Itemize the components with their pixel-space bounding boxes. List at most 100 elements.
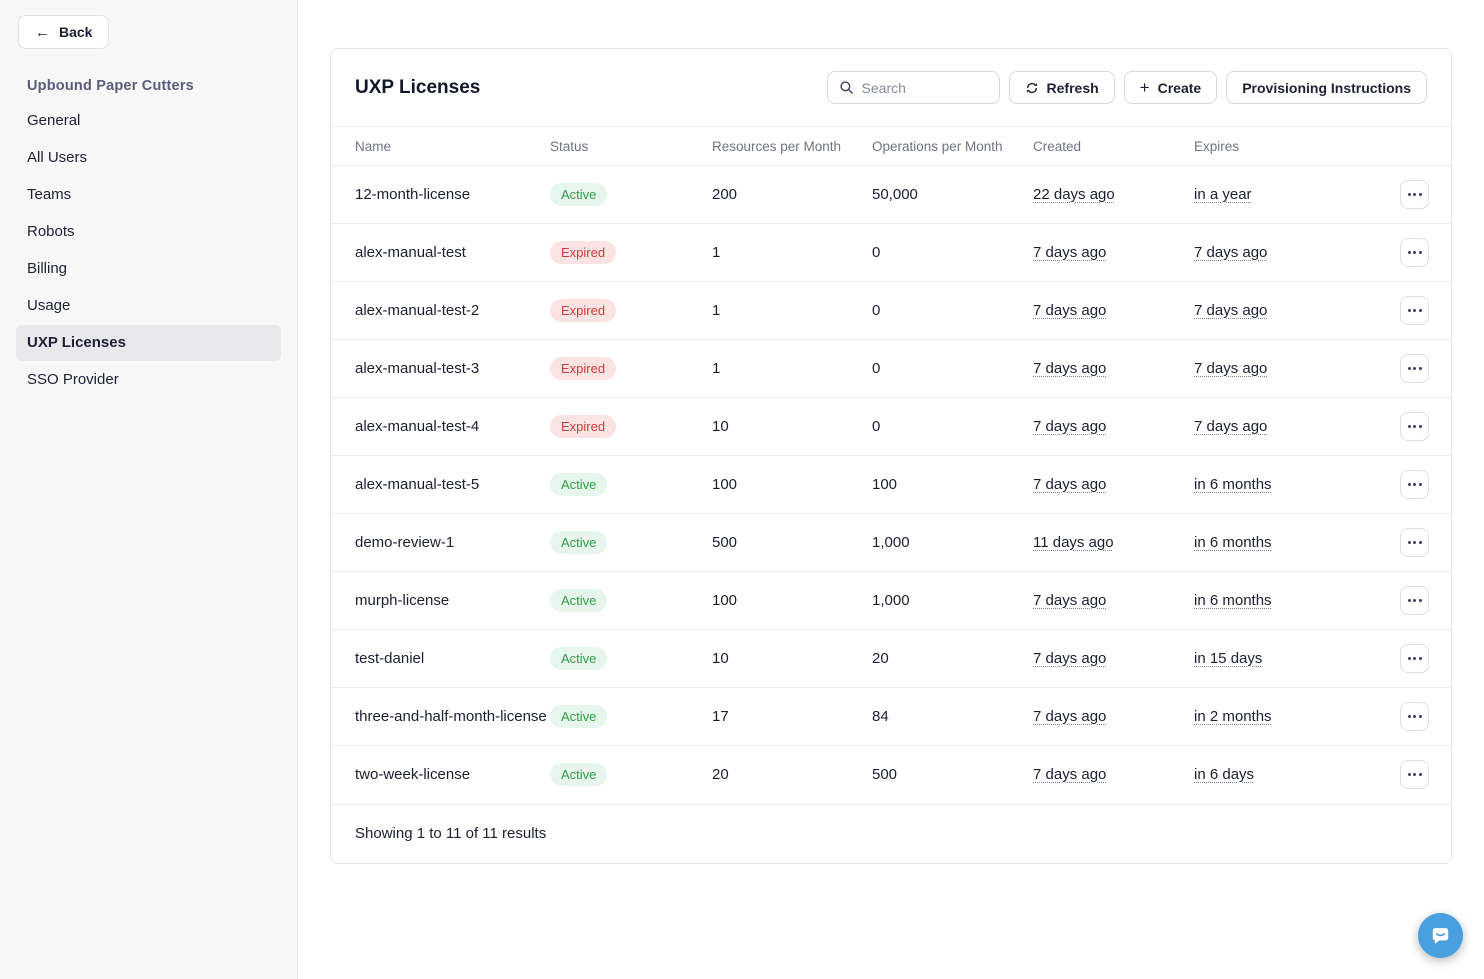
row-actions-button[interactable] (1400, 528, 1429, 557)
table-row: alex-manual-test-4 Expired 10 0 7 days a… (331, 397, 1451, 456)
expires-value[interactable]: 7 days ago (1194, 418, 1268, 435)
row-actions-button[interactable] (1400, 180, 1429, 209)
created-value[interactable]: 7 days ago (1033, 708, 1107, 725)
search-input[interactable] (861, 79, 988, 96)
expires-value[interactable]: 7 days ago (1194, 302, 1268, 319)
license-name: alex-manual-test (331, 223, 550, 282)
back-label: Back (59, 24, 93, 40)
created-value[interactable]: 7 days ago (1033, 766, 1107, 784)
status-badge: Active (550, 589, 608, 612)
expires-value[interactable]: in 15 days (1194, 650, 1263, 667)
license-name: murph-license (331, 571, 550, 630)
sidebar-item-sso-provider[interactable]: SSO Provider (27, 371, 119, 388)
license-name: test-daniel (331, 629, 550, 688)
sidebar-item-usage[interactable]: Usage (27, 297, 71, 314)
row-actions-button[interactable] (1400, 412, 1429, 441)
created-value[interactable]: 7 days ago (1033, 244, 1107, 261)
status-badge: Active (550, 183, 608, 206)
resources-value: 1 (712, 281, 872, 340)
resources-value: 10 (712, 629, 872, 688)
expires-value[interactable]: 7 days ago (1194, 360, 1268, 377)
license-name: 12-month-license (331, 165, 550, 224)
refresh-label: Refresh (1046, 79, 1099, 96)
license-name: alex-manual-test-4 (331, 397, 550, 456)
row-actions-button[interactable] (1400, 296, 1429, 325)
operations-value: 0 (872, 223, 1033, 282)
created-value[interactable]: 11 days ago (1033, 534, 1114, 551)
expires-value[interactable]: in 6 days (1194, 766, 1255, 784)
status-badge: Active (550, 763, 608, 787)
resources-value: 20 (712, 745, 872, 804)
row-actions-button[interactable] (1400, 586, 1429, 615)
row-actions-button[interactable] (1400, 238, 1429, 267)
license-name: three-and-half-month-license (331, 687, 550, 746)
table-row: three-and-half-month-license Active 17 8… (331, 687, 1451, 746)
column-header-created: Created (1033, 139, 1082, 154)
expires-value[interactable]: in a year (1194, 186, 1252, 203)
sidebar-item-general[interactable]: General (27, 112, 81, 129)
settings-sidebar: ← Back Upbound Paper Cutters General All… (0, 0, 298, 979)
sidebar-item-all-users[interactable]: All Users (27, 149, 88, 166)
license-name: two-week-license (331, 745, 550, 804)
create-button[interactable]: + Create (1123, 71, 1218, 104)
operations-value: 0 (872, 281, 1033, 340)
status-badge: Active (550, 705, 608, 728)
table-row: murph-license Active 100 1,000 7 days ag… (331, 571, 1451, 630)
plus-icon: + (1139, 77, 1150, 97)
expires-value[interactable]: in 6 months (1194, 592, 1272, 609)
row-actions-button[interactable] (1400, 354, 1429, 383)
row-actions-button[interactable] (1400, 760, 1429, 790)
expires-value[interactable]: 7 days ago (1194, 244, 1268, 261)
sidebar-item-robots[interactable]: Robots (27, 223, 75, 240)
column-header-actions (1354, 127, 1451, 166)
search-box (826, 71, 1000, 104)
license-name: alex-manual-test-2 (331, 281, 550, 340)
operations-value: 1,000 (872, 513, 1033, 572)
chat-launcher-button[interactable] (1418, 913, 1463, 958)
provisioning-instructions-button[interactable]: Provisioning Instructions (1226, 71, 1427, 104)
back-button[interactable]: ← Back (18, 15, 110, 49)
created-value[interactable]: 7 days ago (1033, 360, 1107, 377)
results-summary: Showing 1 to 11 of 11 results (331, 803, 1451, 863)
sidebar-item-teams[interactable]: Teams (27, 186, 72, 203)
status-badge: Active (550, 647, 608, 670)
resources-value: 100 (712, 455, 872, 514)
chat-bubble-icon (1432, 928, 1449, 944)
operations-value: 20 (872, 629, 1033, 688)
operations-value: 1,000 (872, 571, 1033, 630)
operations-value: 0 (872, 397, 1033, 456)
row-actions-button[interactable] (1400, 644, 1429, 673)
expires-value[interactable]: in 2 months (1194, 708, 1272, 725)
card-header: UXP Licenses Refresh (331, 49, 1451, 127)
license-name: demo-review-1 (331, 513, 550, 572)
search-icon (839, 81, 853, 94)
created-value[interactable]: 7 days ago (1033, 476, 1107, 493)
expires-value[interactable]: in 6 months (1194, 534, 1272, 551)
uxp-licenses-card: UXP Licenses Refresh (330, 48, 1452, 864)
status-badge: Expired (550, 357, 617, 380)
sidebar-item-billing[interactable]: Billing (27, 260, 68, 277)
sidebar-item-uxp-licenses[interactable]: UXP Licenses (16, 325, 281, 361)
table-row: test-daniel Active 10 20 7 days ago in 1… (331, 629, 1451, 688)
resources-value: 500 (712, 513, 872, 572)
column-header-resources: Resources per Month (712, 139, 842, 154)
created-value[interactable]: 7 days ago (1033, 302, 1107, 319)
table-row: alex-manual-test Expired 1 0 7 days ago … (331, 223, 1451, 282)
status-badge: Expired (550, 299, 617, 322)
created-value[interactable]: 7 days ago (1033, 592, 1107, 609)
operations-value: 500 (872, 745, 1033, 804)
created-value[interactable]: 22 days ago (1033, 186, 1115, 203)
created-value[interactable]: 7 days ago (1033, 650, 1107, 667)
refresh-button[interactable]: Refresh (1008, 71, 1115, 104)
table-row: 12-month-license Active 200 50,000 22 da… (331, 165, 1451, 224)
column-header-status: Status (550, 139, 589, 154)
licenses-table: Name Status Resources per Month Operatio… (331, 127, 1451, 804)
row-actions-button[interactable] (1400, 470, 1429, 499)
created-value[interactable]: 7 days ago (1033, 418, 1107, 435)
row-actions-button[interactable] (1400, 702, 1429, 731)
table-row: alex-manual-test-5 Active 100 100 7 days… (331, 455, 1451, 514)
resources-value: 200 (712, 165, 872, 224)
table-row: demo-review-1 Active 500 1,000 11 days a… (331, 513, 1451, 572)
resources-value: 1 (712, 339, 872, 398)
expires-value[interactable]: in 6 months (1194, 476, 1272, 493)
